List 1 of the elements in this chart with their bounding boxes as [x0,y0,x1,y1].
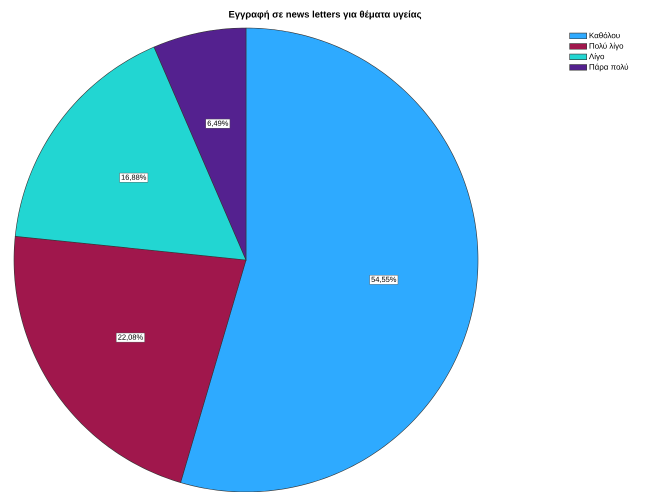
chart-title: Εγγραφή σε news letters για θέματα υγείας [229,10,422,20]
